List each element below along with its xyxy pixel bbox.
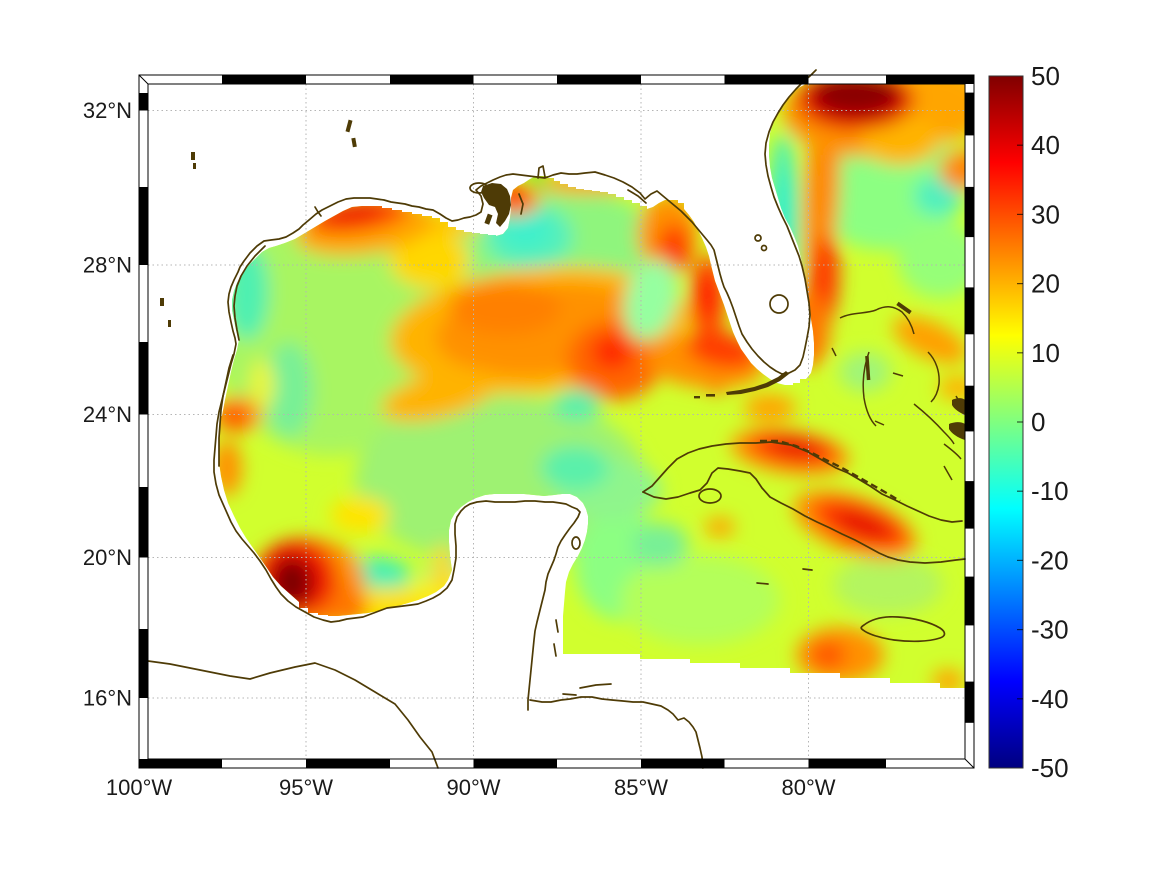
svg-text:-20: -20 xyxy=(1031,545,1069,575)
svg-text:-40: -40 xyxy=(1031,684,1069,714)
svg-text:30: 30 xyxy=(1031,199,1060,229)
svg-text:85°W: 85°W xyxy=(614,775,668,800)
svg-text:80°W: 80°W xyxy=(781,775,835,800)
svg-text:-10: -10 xyxy=(1031,476,1069,506)
svg-text:16°N: 16°N xyxy=(83,686,132,711)
svg-text:0: 0 xyxy=(1031,407,1045,437)
svg-text:90°W: 90°W xyxy=(446,775,500,800)
svg-text:100°W: 100°W xyxy=(106,775,173,800)
svg-text:95°W: 95°W xyxy=(279,775,333,800)
svg-text:40: 40 xyxy=(1031,130,1060,160)
svg-text:10: 10 xyxy=(1031,338,1060,368)
svg-text:20: 20 xyxy=(1031,269,1060,299)
svg-text:28°N: 28°N xyxy=(83,253,132,278)
svg-text:50: 50 xyxy=(1031,61,1060,91)
svg-text:32°N: 32°N xyxy=(83,98,132,123)
svg-text:24°N: 24°N xyxy=(83,402,132,427)
svg-text:20°N: 20°N xyxy=(83,545,132,570)
svg-text:-50: -50 xyxy=(1031,753,1069,783)
svg-text:-30: -30 xyxy=(1031,615,1069,645)
